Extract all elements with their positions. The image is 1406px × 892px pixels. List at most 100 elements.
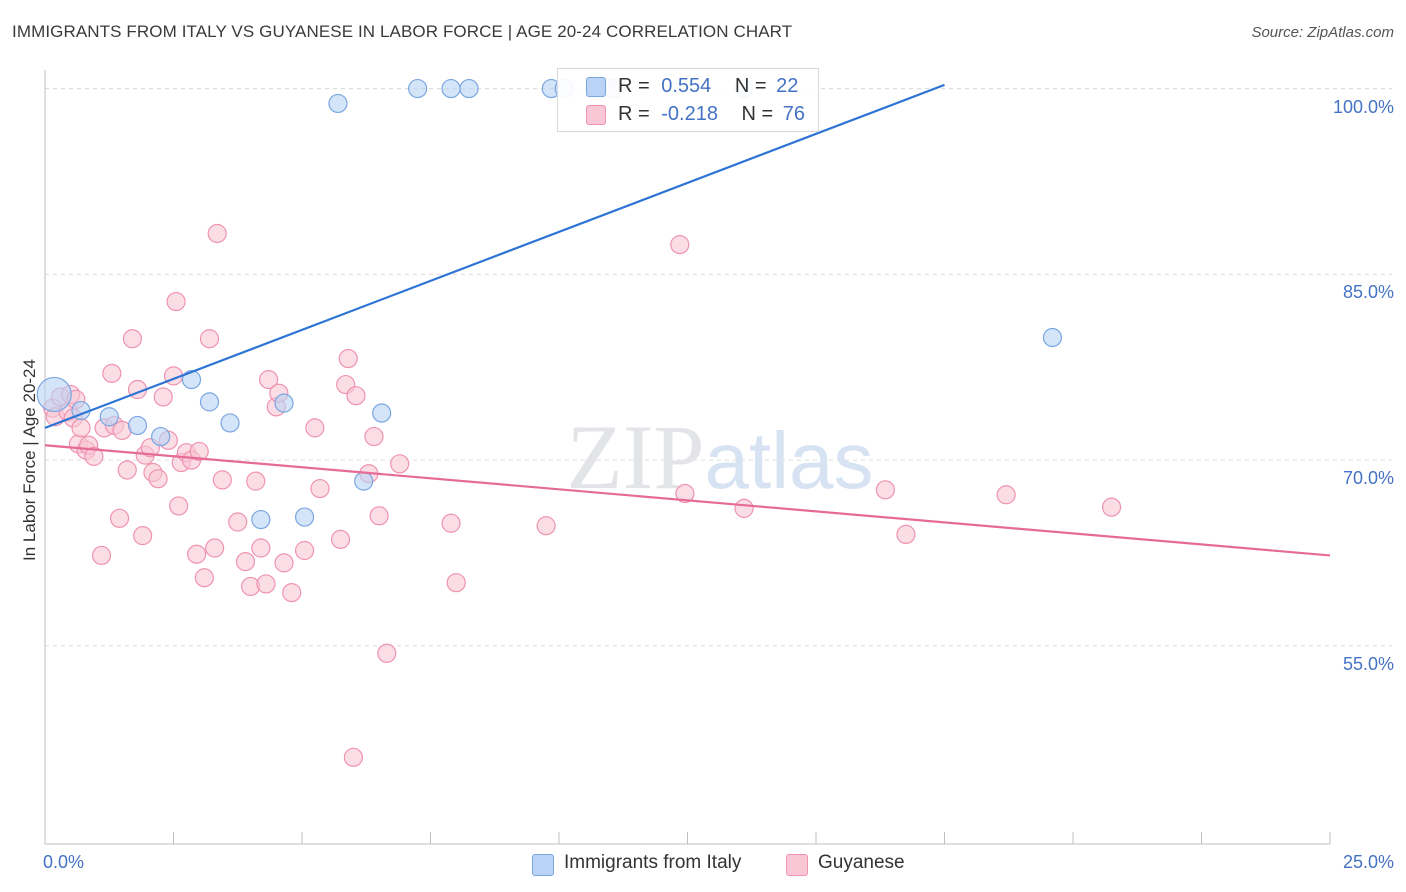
italy-point bbox=[181, 370, 202, 390]
guyanese-point bbox=[274, 553, 294, 573]
x-tick-min: 0.0% bbox=[43, 852, 85, 872]
italy-n-label: N = bbox=[734, 75, 767, 97]
italy-trend-line bbox=[44, 83, 945, 429]
guyanese-point bbox=[166, 291, 186, 312]
italy-point bbox=[220, 413, 240, 433]
trend-lines bbox=[44, 83, 1331, 557]
guyanese-point bbox=[251, 538, 271, 558]
guyanese-point bbox=[84, 446, 104, 466]
guyanese-point bbox=[390, 454, 410, 474]
guyanese-n-label: N = bbox=[741, 103, 774, 125]
guyanese-point bbox=[536, 516, 556, 536]
guyanese-point bbox=[235, 552, 256, 572]
guyanese-point bbox=[258, 370, 279, 390]
guyanese-point bbox=[91, 545, 112, 566]
legend-swatch-guyanese bbox=[786, 854, 808, 876]
guyanese-point bbox=[310, 478, 330, 499]
guyanese-point bbox=[330, 529, 351, 549]
guyanese-point bbox=[734, 498, 754, 518]
guyanese-points bbox=[43, 78, 1122, 767]
guyanese-point bbox=[670, 235, 690, 255]
guyanese-point bbox=[199, 329, 220, 349]
guyanese-point bbox=[338, 348, 358, 369]
guyanese-legend-row: R = -0.218 N = 76 bbox=[618, 103, 805, 126]
guyanese-point bbox=[133, 526, 153, 546]
italy-point bbox=[441, 78, 461, 99]
guyanese-point bbox=[189, 441, 209, 462]
italy-legend-row: R = 0.554 N = 22 bbox=[618, 75, 798, 98]
italy-point bbox=[328, 93, 348, 114]
legend-label-guyanese: Guyanese bbox=[818, 852, 905, 873]
guyanese-point bbox=[446, 573, 466, 593]
y-axis-label: In Labor Force | Age 20-24 bbox=[20, 359, 39, 561]
guyanese-n-value: 76 bbox=[782, 103, 806, 125]
y-tick-label: 85.0% bbox=[1342, 282, 1394, 303]
guyanese-point bbox=[212, 470, 232, 490]
guyanese-point bbox=[148, 469, 168, 489]
axes bbox=[44, 70, 1331, 845]
italy-point bbox=[408, 78, 428, 99]
italy-point bbox=[274, 393, 294, 413]
guyanese-point bbox=[102, 363, 122, 384]
guyanese-point bbox=[294, 540, 315, 561]
italy-r-value: 0.554 bbox=[661, 75, 712, 97]
guyanese-point bbox=[194, 568, 214, 588]
guyanese-point bbox=[71, 418, 91, 438]
italy-point bbox=[151, 426, 171, 447]
guyanese-point bbox=[346, 386, 366, 406]
guyanese-point bbox=[117, 460, 137, 480]
guyanese-point bbox=[896, 524, 916, 545]
italy-point bbox=[36, 376, 72, 413]
guyanese-point bbox=[207, 223, 227, 244]
guyanese-legend-swatch bbox=[586, 105, 606, 125]
italy-point bbox=[372, 403, 392, 423]
italy-point bbox=[251, 509, 271, 530]
guyanese-point bbox=[343, 747, 363, 767]
italy-point bbox=[127, 415, 148, 436]
guyanese-point bbox=[377, 643, 397, 663]
guyanese-point bbox=[305, 418, 325, 438]
legend-label-italy: Immigrants from Italy bbox=[564, 852, 742, 873]
legend-item-italy: Immigrants from Italy bbox=[532, 852, 742, 876]
guyanese-point bbox=[1101, 497, 1122, 517]
guyanese-point bbox=[109, 508, 130, 528]
guyanese-point bbox=[364, 426, 384, 447]
guyanese-point bbox=[256, 574, 276, 594]
guyanese-point bbox=[169, 496, 189, 516]
x-tick-max: 25.0% bbox=[1342, 852, 1394, 872]
guyanese-point bbox=[441, 513, 461, 533]
y-tick-label: 55.0% bbox=[1342, 653, 1394, 674]
italy-point bbox=[294, 507, 315, 527]
guyanese-trend-line bbox=[44, 444, 1331, 557]
italy-point bbox=[1042, 327, 1063, 348]
legend-swatch-italy bbox=[532, 854, 554, 876]
italy-point bbox=[199, 392, 220, 412]
watermark-atlas: atlas bbox=[705, 416, 874, 505]
guyanese-r-value: -0.218 bbox=[661, 103, 718, 125]
guyanese-point bbox=[187, 544, 207, 564]
italy-point bbox=[354, 471, 374, 491]
correlation-legend: R = 0.554 N = 22 R = -0.218 N = 76 bbox=[557, 68, 819, 132]
guyanese-point bbox=[228, 512, 248, 532]
guyanese-point bbox=[675, 483, 695, 504]
watermark: ZIPatlas bbox=[567, 406, 874, 508]
source-label: Source: ZipAtlas.com bbox=[1251, 24, 1394, 41]
guyanese-point bbox=[205, 538, 225, 558]
guyanese-point bbox=[282, 583, 302, 603]
italy-point bbox=[99, 407, 119, 427]
guyanese-point bbox=[153, 387, 173, 407]
italy-point bbox=[459, 78, 479, 99]
italy-legend-swatch bbox=[586, 77, 606, 97]
chart-title: IMMIGRANTS FROM ITALY VS GUYANESE IN LAB… bbox=[12, 22, 793, 41]
y-tick-label: 100.0% bbox=[1332, 96, 1394, 117]
guyanese-point bbox=[246, 471, 266, 491]
y-tick-label: 70.0% bbox=[1342, 468, 1394, 489]
italy-n-value: 22 bbox=[776, 75, 799, 97]
guyanese-point bbox=[996, 485, 1016, 505]
legend-item-guyanese: Guyanese bbox=[786, 852, 905, 876]
guyanese-point bbox=[122, 329, 142, 349]
guyanese-point bbox=[875, 480, 895, 500]
guyanese-r-label: R = bbox=[618, 103, 650, 125]
italy-r-label: R = bbox=[618, 75, 650, 97]
